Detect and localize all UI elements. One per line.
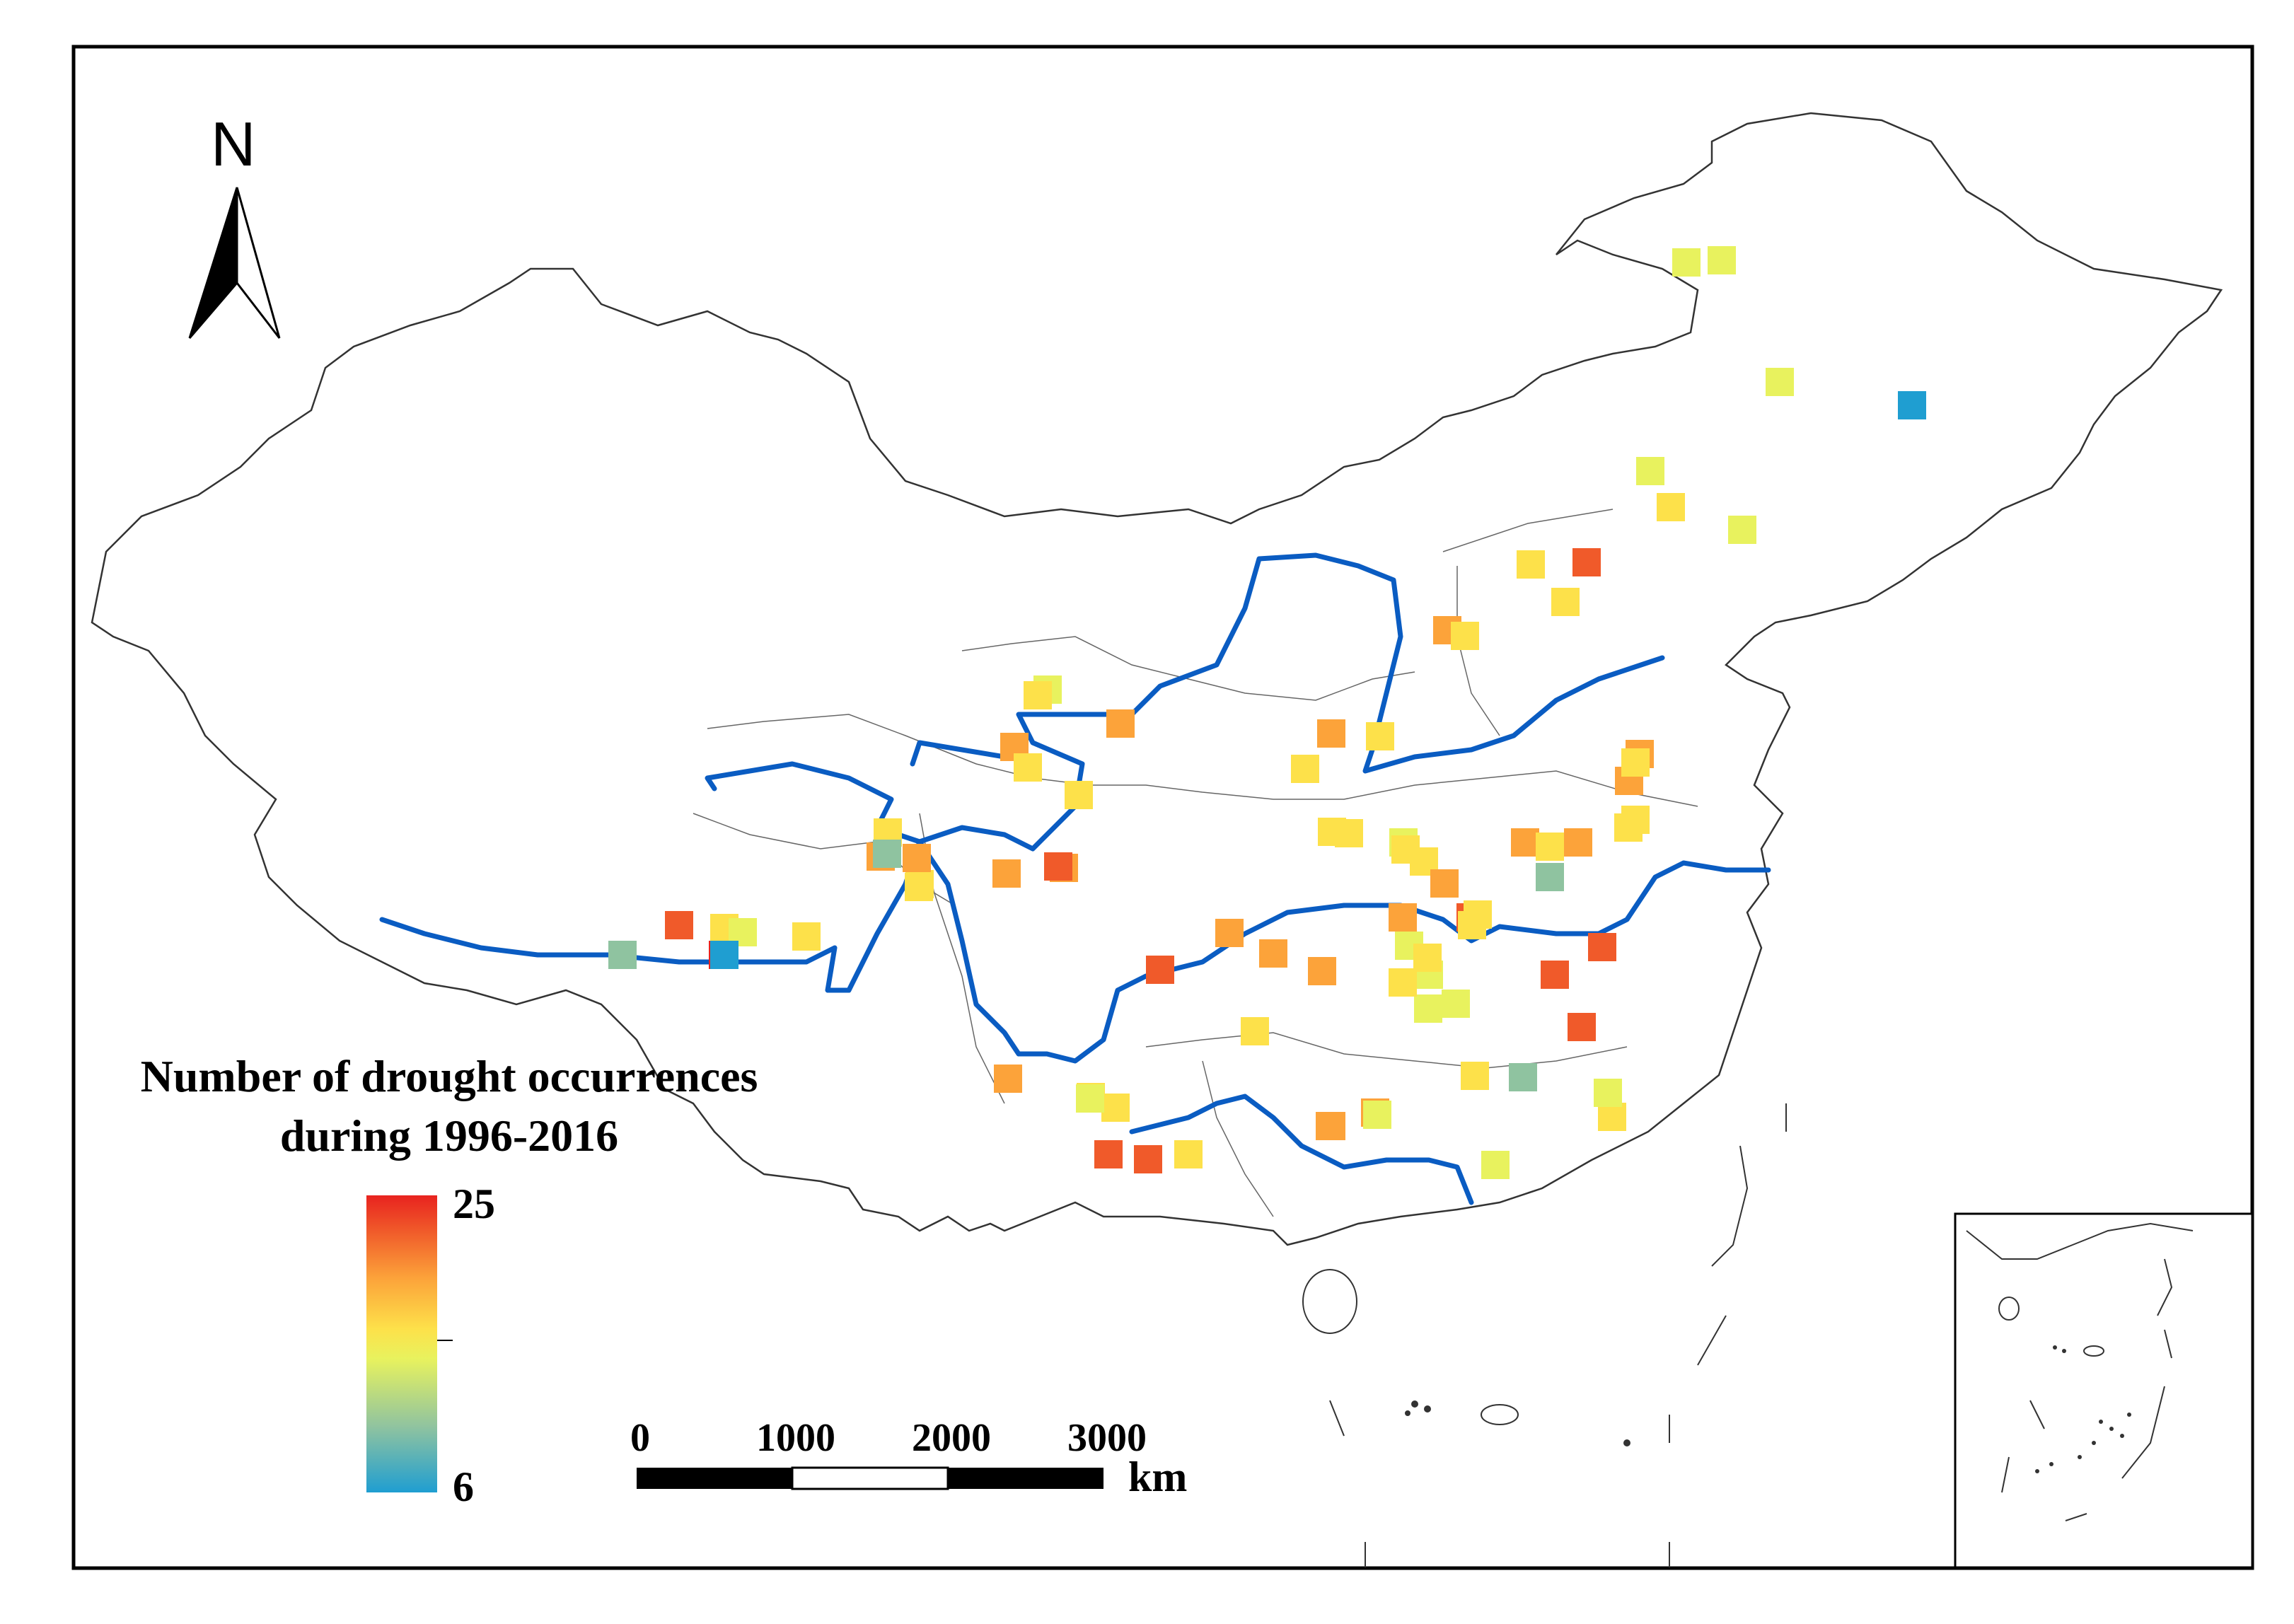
legend-title: Number of drought occurrences during 199… (78, 1047, 821, 1166)
station-marker (1363, 1101, 1391, 1129)
station-marker (1458, 911, 1486, 939)
station-marker (1317, 719, 1345, 748)
station-marker (1657, 493, 1685, 521)
station-marker (1366, 722, 1394, 750)
station-marker (1509, 1063, 1537, 1091)
station-marker (1614, 813, 1643, 842)
station-marker (1898, 391, 1926, 419)
legend-title-line1: Number of drought occurrences (140, 1051, 758, 1101)
station-marker (1536, 833, 1564, 861)
station-marker (1308, 957, 1336, 985)
station-marker (1568, 1013, 1596, 1041)
scale-tick-2000: 2000 (912, 1416, 991, 1460)
yellow-river-upper (910, 740, 1007, 767)
station-marker (1541, 961, 1569, 989)
station-marker (1451, 622, 1479, 650)
station-marker (1588, 933, 1616, 961)
scale-bar (637, 1466, 1103, 1490)
station-marker (873, 840, 901, 868)
station-marker (1024, 681, 1052, 709)
station-marker (992, 859, 1021, 888)
station-marker (1076, 1084, 1104, 1113)
station-marker (1536, 863, 1564, 891)
station-marker (608, 941, 637, 969)
station-marker (1134, 1145, 1162, 1173)
station-marker (1728, 516, 1756, 544)
station-marker (1572, 548, 1601, 576)
north-arrow-icon (188, 187, 281, 339)
station-marker (665, 911, 693, 939)
station-marker (1389, 968, 1417, 997)
station-marker (1291, 755, 1319, 783)
station-marker (1044, 852, 1072, 881)
station-marker (1014, 753, 1042, 782)
station-marker (1065, 781, 1093, 809)
station-marker (1414, 994, 1442, 1023)
station-marker (1564, 828, 1592, 857)
legend-max-label: 25 (453, 1181, 495, 1227)
station-marker (1517, 550, 1545, 579)
scale-tick-0: 0 (630, 1416, 650, 1460)
station-marker (1481, 1151, 1510, 1179)
station-marker (1442, 990, 1470, 1018)
station-marker (1672, 248, 1701, 277)
station-marker (1215, 919, 1244, 947)
scale-unit: km (1128, 1454, 1188, 1500)
south-china-sea-inset (1954, 1212, 2254, 1569)
station-marker (903, 844, 931, 872)
scale-tick-3000: 3000 (1067, 1416, 1147, 1460)
legend-title-line2: during 1996-2016 (279, 1110, 619, 1161)
station-marker (1316, 1112, 1344, 1140)
station-marker (1335, 819, 1363, 847)
station-marker (1146, 956, 1174, 984)
station-marker (1598, 1103, 1626, 1131)
station-marker (1430, 869, 1459, 898)
yangtze-river (379, 839, 1771, 1064)
station-marker (1174, 1140, 1203, 1168)
station-marker (1259, 939, 1287, 968)
scale-tick-1000: 1000 (756, 1416, 835, 1460)
station-markers (608, 246, 1926, 1179)
station-marker (1101, 1094, 1130, 1122)
station-marker (1621, 748, 1650, 777)
rivers (379, 552, 1771, 1205)
station-marker (1511, 828, 1539, 857)
station-marker (1636, 457, 1664, 485)
station-marker (1413, 944, 1442, 972)
pearl-river (1129, 1094, 1474, 1205)
station-marker (1766, 368, 1794, 396)
station-marker (1106, 709, 1135, 738)
station-marker (994, 1065, 1022, 1093)
map-frame (71, 45, 2254, 1570)
station-marker (710, 941, 738, 969)
legend-color-bar (366, 1195, 437, 1492)
station-marker (1594, 1079, 1622, 1107)
country-outline (91, 112, 2223, 1246)
station-marker (905, 873, 933, 901)
station-marker (1094, 1140, 1123, 1168)
station-marker (792, 922, 821, 951)
station-marker (1389, 903, 1417, 932)
station-marker (1708, 246, 1736, 274)
station-marker (1461, 1062, 1489, 1090)
island-features (1302, 1103, 1787, 1567)
station-marker (1551, 588, 1580, 616)
yellow-river (705, 552, 1665, 852)
station-marker (1241, 1017, 1269, 1045)
legend-min-label: 6 (453, 1463, 474, 1510)
north-label: N (211, 109, 256, 179)
